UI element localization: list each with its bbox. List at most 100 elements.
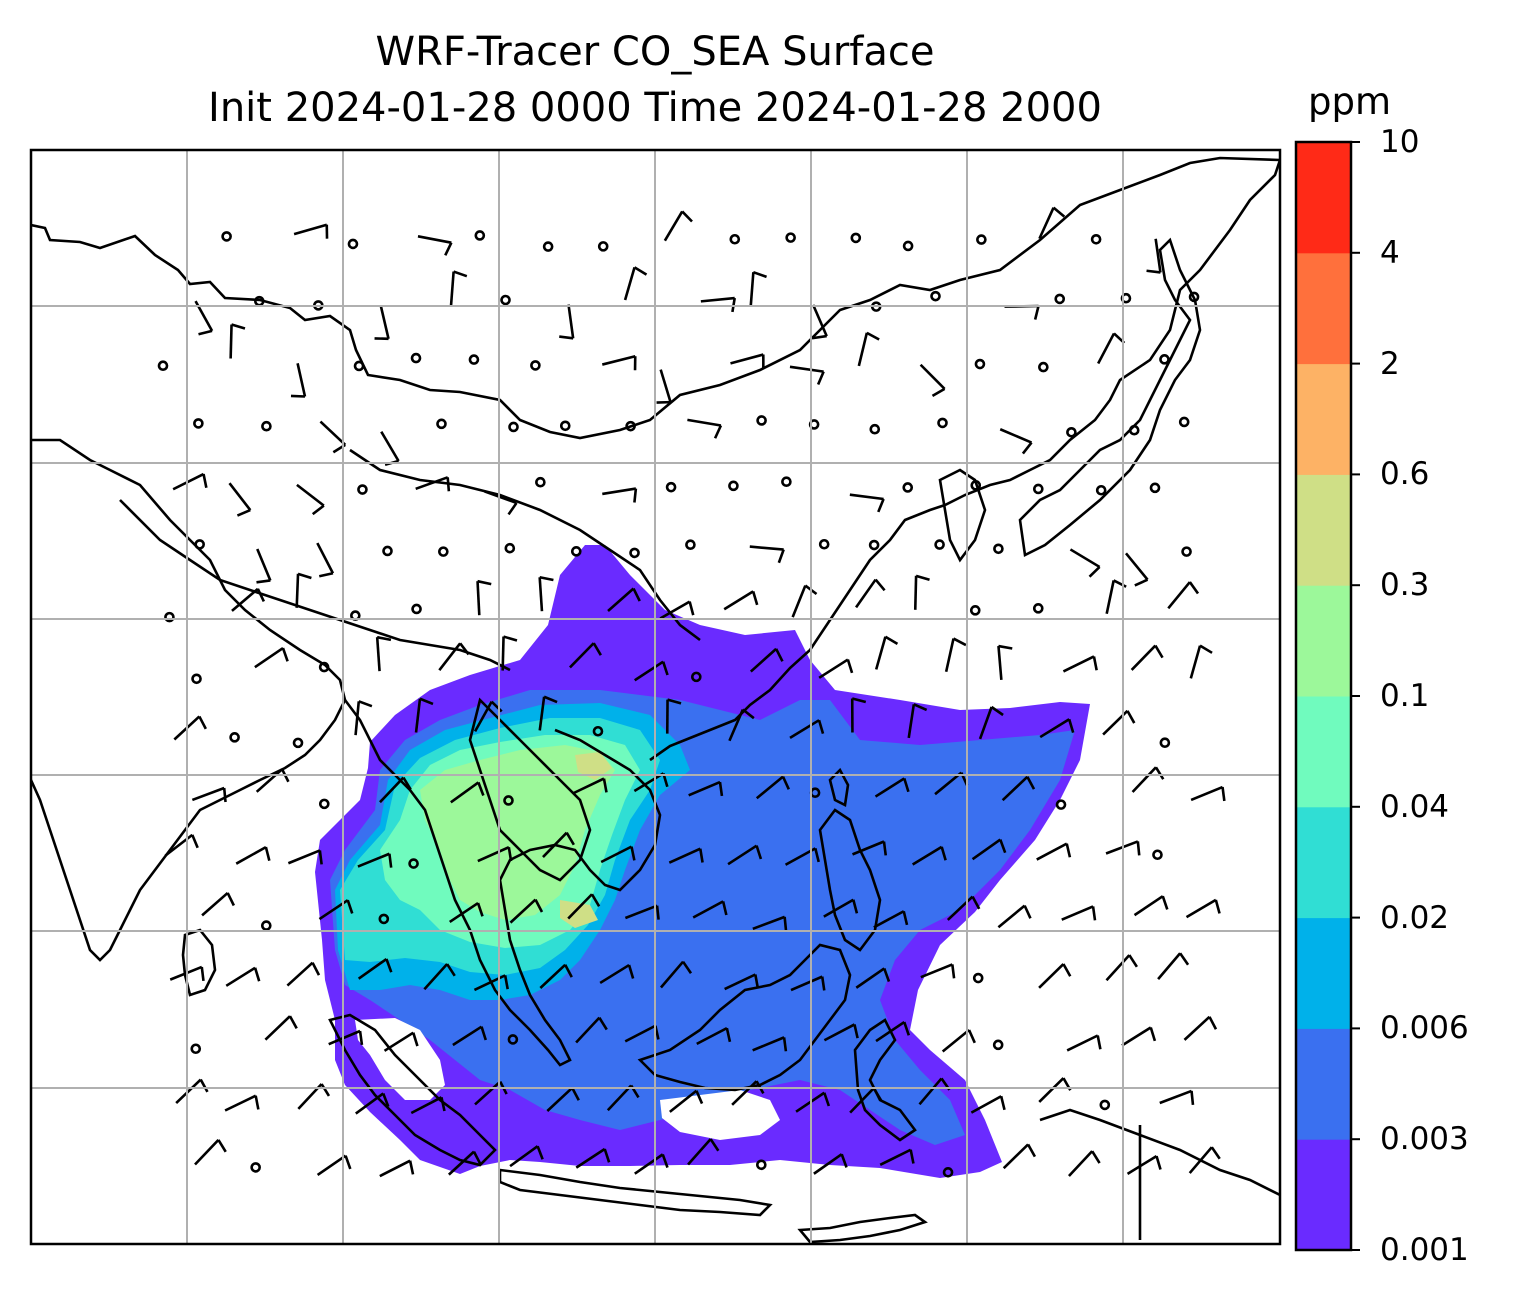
wind-barb-flag: [344, 1155, 352, 1170]
wind-barb-flag: [198, 329, 213, 336]
wind-barb-flag: [198, 715, 207, 730]
wind-barb-shaft: [538, 696, 546, 731]
wind-barb-flag: [1021, 441, 1033, 455]
calm-wind-marker: [250, 1162, 261, 1173]
wind-barb-shaft: [1002, 1143, 1029, 1170]
wind-barb-flag: [874, 578, 886, 592]
wind-barb-flag: [1155, 1155, 1162, 1170]
calm-wind-marker: [992, 1039, 1004, 1051]
calm-wind-marker: [976, 234, 987, 245]
wind-barb-flag: [440, 1097, 446, 1112]
wind-barb-flag: [1033, 305, 1040, 320]
wind-barb-flag: [1088, 565, 1101, 578]
wind-barb-flag: [559, 335, 574, 340]
wind-barb-shaft: [228, 482, 252, 511]
wind-barb-shaft: [1001, 775, 1029, 802]
wind-barb-flag: [490, 700, 503, 713]
wind-barb-flag: [661, 1153, 669, 1168]
wind-barb-shaft: [1188, 1146, 1213, 1174]
calm-wind-marker: [468, 354, 480, 365]
wind-barb-shaft: [477, 846, 510, 863]
wind-barb-shaft: [663, 210, 684, 242]
wind-barb-flag: [913, 703, 928, 712]
wind-barb-flag: [915, 574, 930, 582]
wind-barb-flag: [297, 572, 312, 580]
wind-barb-flag: [1149, 1027, 1157, 1042]
wind-barb-flag: [931, 387, 946, 397]
calm-wind-marker: [993, 543, 1004, 555]
wind-barb-shaft: [874, 636, 887, 670]
wind-barb-flag: [603, 1148, 611, 1163]
wind-barb-flag: [564, 964, 573, 978]
wind-barb-flag: [358, 1030, 364, 1046]
wind-barb-shaft: [659, 600, 691, 620]
wind-barb-flag: [774, 648, 784, 662]
wind-barb-flag: [311, 962, 321, 976]
wind-barb-shaft: [415, 476, 449, 491]
wind-barb-flag: [1190, 1090, 1195, 1105]
gridlines: [31, 150, 1280, 1244]
wind-barb-shaft: [473, 974, 506, 992]
calm-wind-marker: [1099, 1099, 1111, 1111]
wind-barb-flag: [999, 1095, 1006, 1111]
wind-barb-flag: [1023, 905, 1032, 919]
wind-barb-shaft: [379, 776, 405, 804]
wind-barb-flag: [536, 1145, 544, 1160]
wind-barb-flag: [590, 893, 601, 907]
wind-barb-flag: [1096, 1035, 1102, 1050]
wind-barb-flag: [1199, 644, 1213, 654]
wind-barb-shaft: [473, 701, 493, 732]
wind-barb-flag: [1208, 1016, 1218, 1030]
calm-wind-marker: [969, 605, 981, 616]
wind-barb-shaft: [194, 1138, 220, 1166]
wind-barb-flag: [782, 1037, 788, 1052]
colorbar-bin-1: [1296, 1028, 1351, 1140]
wind-barb-flag: [346, 899, 354, 914]
wind-barb-flag: [1154, 766, 1165, 780]
wind-barb-flag: [1052, 206, 1066, 218]
wind-barb-shaft: [1185, 898, 1217, 919]
wind-barb-shaft: [316, 1154, 347, 1177]
wind-barb-flag: [477, 781, 485, 796]
wind-barb-shaft: [1038, 1077, 1065, 1103]
calm-wind-marker: [592, 725, 604, 737]
calm-wind-marker: [508, 421, 519, 433]
wind-barb-shaft: [379, 305, 390, 340]
wind-barb-flag: [1091, 1150, 1101, 1164]
wind-barb-shaft: [687, 418, 722, 427]
wind-barb-shaft: [749, 647, 777, 673]
wind-barb-flag: [264, 846, 271, 861]
wind-barb-shaft: [225, 966, 256, 987]
wind-barb-flag: [602, 778, 608, 793]
wind-barb-shaft: [293, 223, 328, 236]
calm-wind-marker: [436, 418, 447, 430]
colorbar-tick-label: 0.001: [1380, 1232, 1469, 1268]
wind-barb-flag: [1128, 954, 1138, 968]
wind-barb-flag: [752, 270, 767, 279]
wind-barb-flag: [951, 964, 956, 979]
wind-barb-shaft: [790, 975, 823, 992]
wind-barb-shaft: [755, 775, 784, 800]
wind-barb-shaft: [855, 578, 877, 609]
wind-barb-flag: [667, 698, 682, 705]
colorbar-bin-6: [1296, 474, 1351, 586]
calm-wind-marker: [474, 230, 486, 241]
wind-barb-flag: [534, 898, 544, 913]
colorbar-tick-label: 0.6: [1380, 456, 1430, 493]
wind-barb-shaft: [539, 963, 567, 989]
wind-barb-flag: [1210, 1146, 1221, 1160]
calm-wind-marker: [1066, 426, 1077, 438]
calm-wind-marker: [597, 241, 609, 252]
colorbar-bin-5: [1296, 585, 1351, 697]
wind-barb-shaft: [231, 587, 259, 612]
calm-wind-marker: [1188, 291, 1200, 303]
wind-barb-flag: [200, 966, 205, 982]
wind-barb-shaft: [501, 636, 505, 671]
calm-wind-marker: [729, 233, 741, 245]
wind-barb-shaft: [730, 353, 764, 365]
wind-barb-shaft: [1183, 1015, 1211, 1041]
wind-barb-shaft: [546, 1086, 574, 1112]
wind-barb-shaft: [602, 487, 637, 496]
wind-barb-shaft: [811, 304, 828, 337]
